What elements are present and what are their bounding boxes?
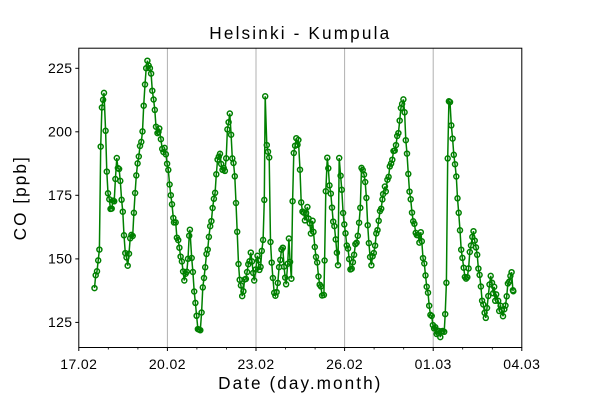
svg-text:225: 225 [48,60,73,76]
svg-text:125: 125 [48,314,73,330]
svg-text:26.02: 26.02 [326,356,363,372]
svg-text:20.02: 20.02 [149,356,186,372]
svg-text:04.03: 04.03 [503,356,540,372]
svg-text:23.02: 23.02 [237,356,274,372]
svg-text:Helsinki - Kumpula: Helsinki - Kumpula [209,23,391,43]
svg-text:Date (day.month): Date (day.month) [218,373,382,393]
svg-text:150: 150 [48,250,73,266]
svg-text:CO [ppb]: CO [ppb] [10,155,30,240]
svg-text:200: 200 [48,123,73,139]
svg-text:01.03: 01.03 [415,356,452,372]
svg-text:17.02: 17.02 [60,356,97,372]
svg-text:175: 175 [48,187,73,203]
